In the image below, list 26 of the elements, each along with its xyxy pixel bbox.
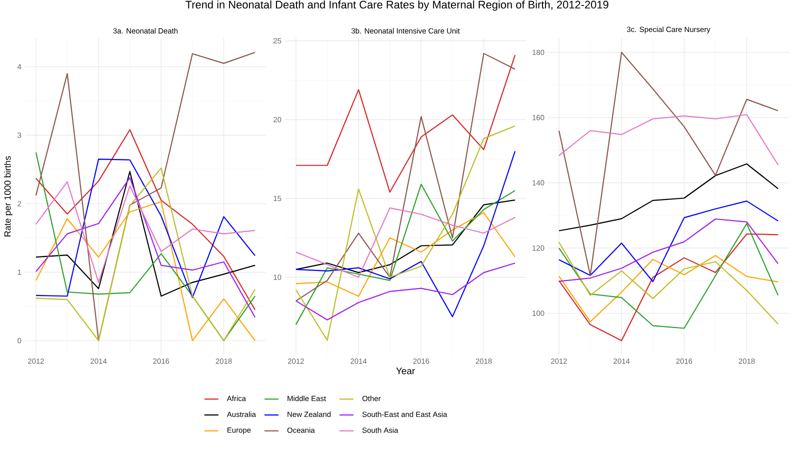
line-series [295,262,516,320]
line-series [295,125,516,341]
line-series [35,177,256,318]
line-series [295,150,516,318]
line-series [558,218,779,282]
line-series [35,129,256,310]
line-series [558,254,779,322]
line-series [295,54,516,193]
line-series [558,223,779,329]
line-series [558,233,779,342]
line-series [558,52,779,276]
x-axis-title: Year [396,368,415,374]
line-series [295,207,516,278]
line-series [558,242,779,325]
line-series [295,52,516,302]
line-series [558,163,779,232]
line-series [558,200,779,282]
line-series [295,199,516,274]
line-series [558,114,779,166]
line-series [35,201,256,342]
line-series [295,212,516,297]
line-series [295,184,516,326]
text: Trend in Neonatal Death and Infant Care Rates by Maternal Region of Birth, 2012-2019 [186,0,608,11]
line-series [35,52,256,342]
y-axis-title: Rate per 1000 births [4,156,12,236]
line-series [35,181,256,283]
